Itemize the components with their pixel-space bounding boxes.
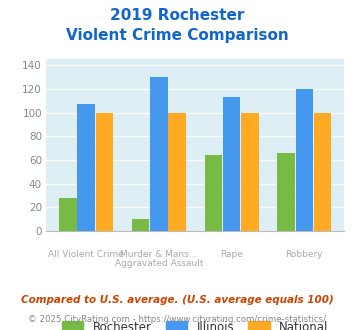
Bar bbox=[132, 219, 149, 231]
Bar bbox=[168, 113, 186, 231]
Bar bbox=[223, 97, 240, 231]
Bar bbox=[77, 104, 95, 231]
Bar bbox=[205, 155, 222, 231]
Text: Aggravated Assault: Aggravated Assault bbox=[115, 259, 203, 268]
Bar bbox=[150, 77, 168, 231]
Text: Murder & Mans...: Murder & Mans... bbox=[120, 250, 198, 259]
Text: 2019 Rochester: 2019 Rochester bbox=[110, 8, 245, 23]
Bar bbox=[95, 113, 113, 231]
Text: Violent Crime Comparison: Violent Crime Comparison bbox=[66, 28, 289, 43]
Bar bbox=[59, 198, 77, 231]
Legend: Rochester, Illinois, National: Rochester, Illinois, National bbox=[57, 316, 333, 330]
Bar bbox=[296, 89, 313, 231]
Bar bbox=[278, 153, 295, 231]
Bar bbox=[314, 113, 331, 231]
Text: Robbery: Robbery bbox=[285, 250, 323, 259]
Text: © 2025 CityRating.com - https://www.cityrating.com/crime-statistics/: © 2025 CityRating.com - https://www.city… bbox=[28, 315, 327, 324]
Text: All Violent Crime: All Violent Crime bbox=[48, 250, 124, 259]
Bar bbox=[241, 113, 258, 231]
Text: Compared to U.S. average. (U.S. average equals 100): Compared to U.S. average. (U.S. average … bbox=[21, 295, 334, 305]
Text: Rape: Rape bbox=[220, 250, 243, 259]
